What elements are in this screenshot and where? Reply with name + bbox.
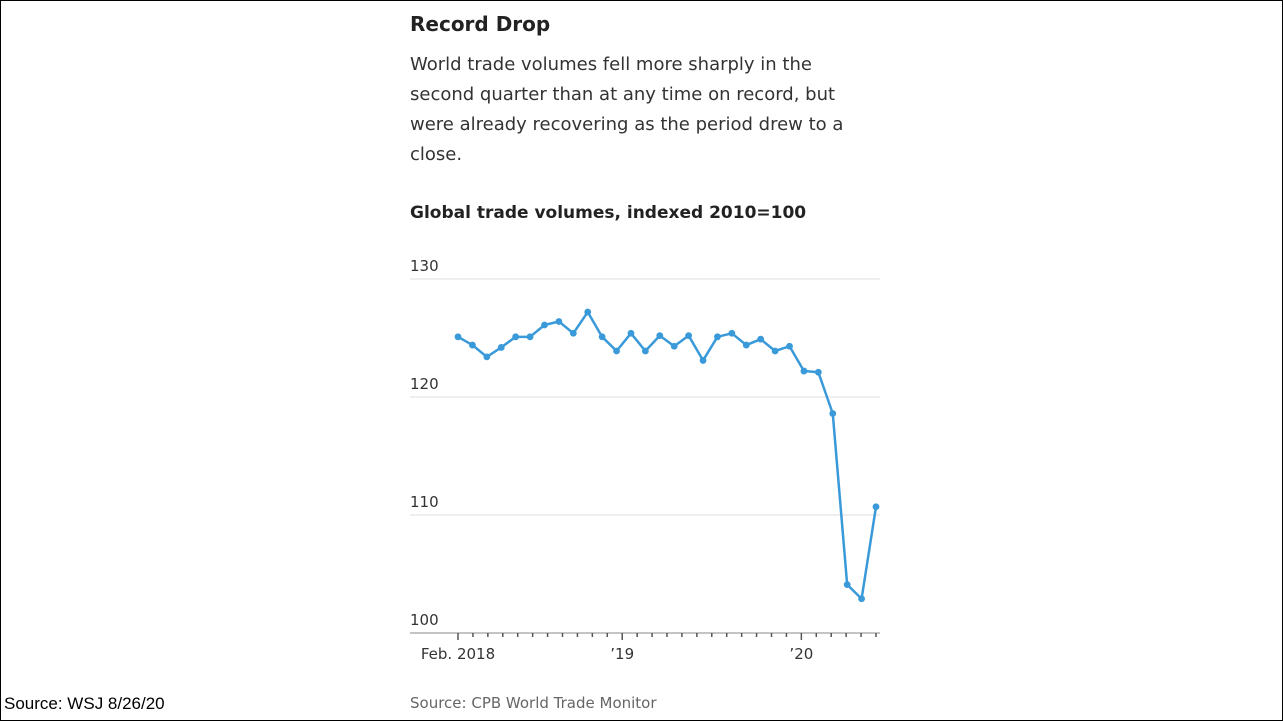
y-tick-label: 130 [410, 257, 439, 275]
series-line [457, 310, 878, 601]
data-point [699, 357, 707, 364]
data-point [627, 329, 635, 337]
data-point [786, 342, 793, 350]
data-point [814, 368, 822, 376]
data-point [771, 347, 779, 355]
data-point [512, 333, 520, 341]
data-point [454, 333, 462, 341]
data-point [541, 321, 548, 329]
x-tick-label: ’20 [789, 645, 813, 663]
chart-subtitle: World trade volumes fell more sharply in… [410, 54, 844, 165]
y-axis-ticks: 100 110 120 130 [410, 257, 439, 629]
chart-headline: Record Drop [410, 12, 551, 36]
data-point [714, 333, 721, 341]
x-tick-label: Feb. 2018 [421, 645, 495, 663]
data-point [555, 318, 563, 325]
slide-source: Source: WSJ 8/26/20 [4, 694, 165, 713]
y-tick-label: 100 [410, 611, 439, 629]
x-axis-ticks: Feb. 2018 ’19 ’20 [421, 633, 877, 663]
data-point [858, 595, 865, 603]
data-point [670, 342, 678, 350]
data-point [584, 308, 592, 316]
data-point [613, 347, 620, 355]
data-point [598, 333, 606, 341]
data-point [641, 347, 649, 355]
gridlines [410, 278, 880, 634]
data-point [656, 332, 664, 340]
data-point [526, 333, 534, 341]
data-point [872, 503, 880, 511]
data-point [728, 329, 736, 337]
data-point [742, 341, 750, 349]
data-point [800, 367, 808, 375]
x-tick-label: ’19 [610, 645, 634, 663]
data-point [757, 335, 765, 343]
y-tick-label: 110 [410, 493, 439, 511]
data-point [483, 353, 491, 361]
data-point [843, 581, 851, 589]
chart-title: Global trade volumes, indexed 2010=100 [410, 203, 807, 223]
data-point [829, 410, 837, 417]
data-point [469, 341, 476, 349]
chart-source: Source: CPB World Trade Monitor [410, 694, 657, 712]
y-tick-label: 120 [410, 375, 439, 393]
data-point [685, 332, 693, 340]
series-layer [454, 308, 880, 603]
data-point [497, 344, 505, 351]
data-point [569, 329, 577, 337]
